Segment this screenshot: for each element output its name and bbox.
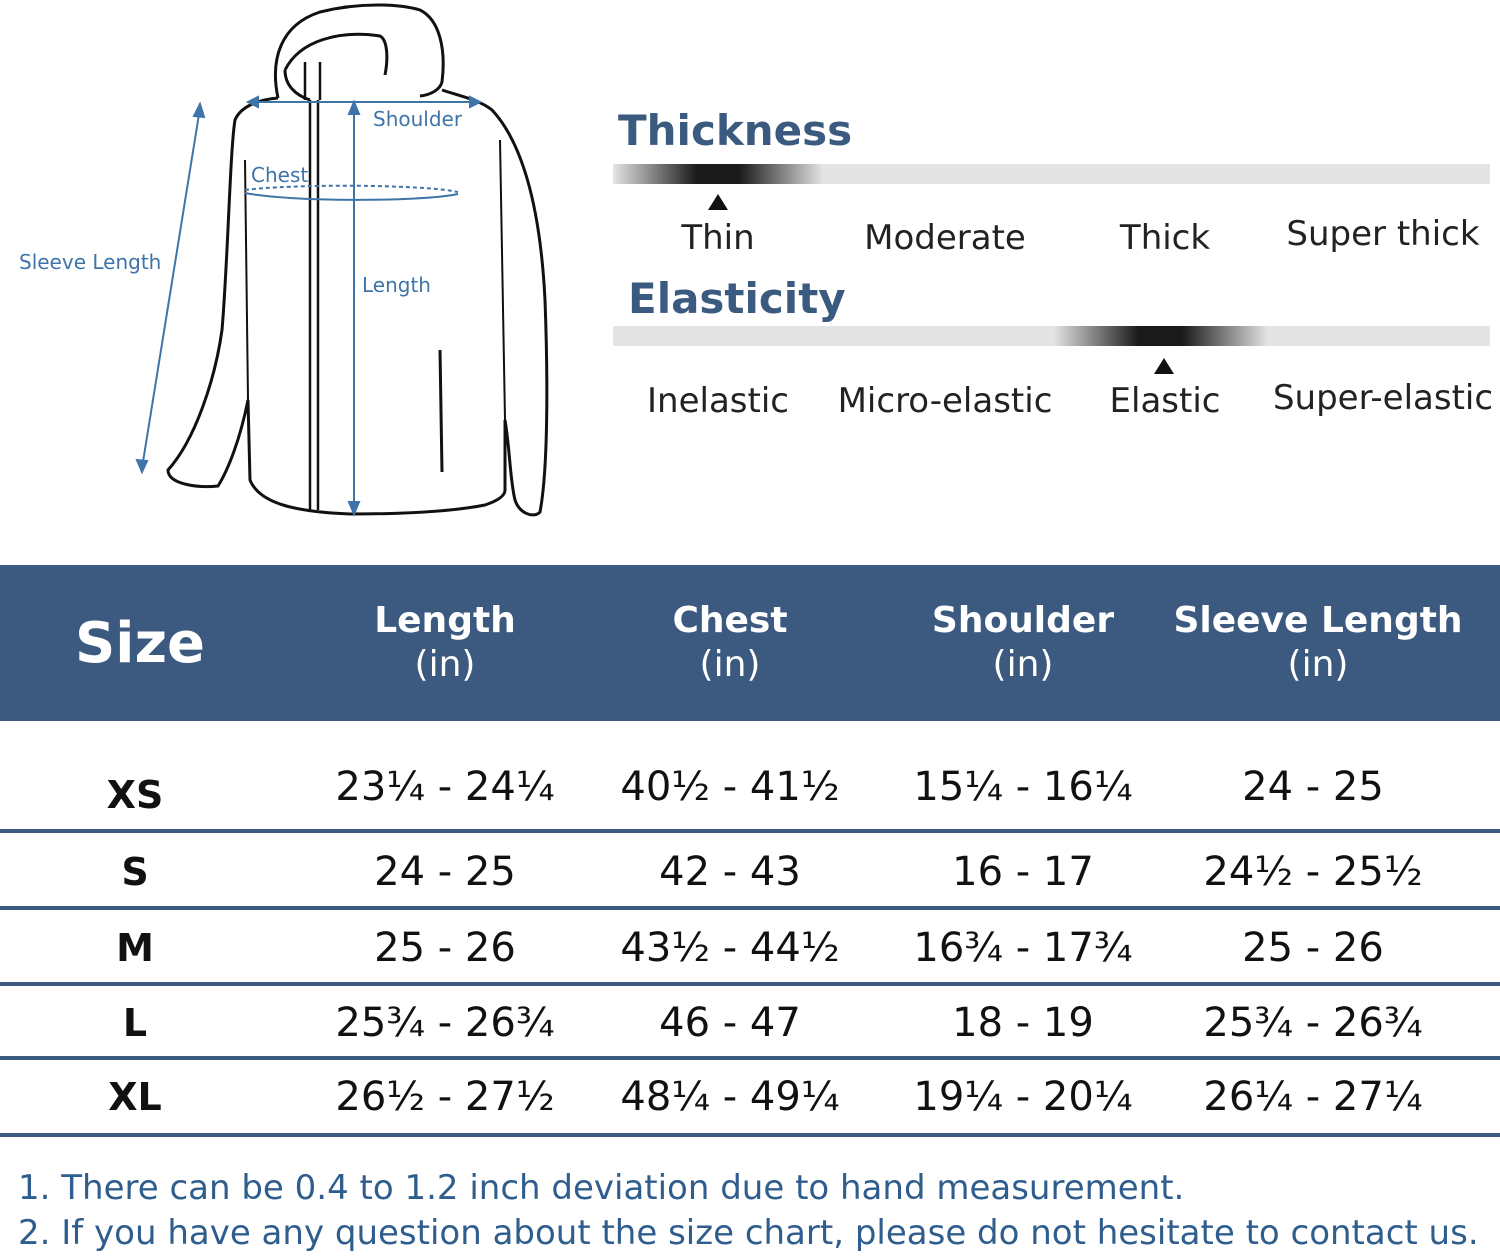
thickness-option-thick: Thick xyxy=(1119,218,1211,258)
cell-length: 23¼ - 24¼ xyxy=(335,764,555,810)
cell-length: 25¾ - 26¾ xyxy=(335,1000,555,1046)
table-row: L 25¾ - 26¾ 46 - 47 18 - 19 25¾ - 26¾ xyxy=(0,988,1500,1058)
header-shoulder: Shoulder (in) xyxy=(878,565,1168,721)
cell-chest: 43½ - 44½ xyxy=(620,925,840,971)
cell-chest: 40½ - 41½ xyxy=(620,764,840,810)
cell-sleeve: 25¾ - 26¾ xyxy=(1203,1000,1423,1046)
thickness-title: Thickness xyxy=(618,106,853,155)
jacket-measurement-diagram: Shoulder Chest Sleeve Length Length xyxy=(0,0,600,545)
cell-chest: 42 - 43 xyxy=(659,849,801,895)
cell-length: 25 - 26 xyxy=(374,925,516,971)
cell-chest: 48¼ - 49¼ xyxy=(620,1074,840,1120)
thickness-option-super-thick: Super thick xyxy=(1286,214,1480,254)
cell-shoulder: 16¾ - 17¾ xyxy=(913,925,1133,971)
elasticity-indicator xyxy=(1053,326,1268,346)
row-divider xyxy=(0,1056,1500,1060)
header-sleeve-length-unit: (in) xyxy=(1287,644,1349,685)
cell-chest: 46 - 47 xyxy=(659,1000,801,1046)
header-chest-unit: (in) xyxy=(699,644,761,685)
jacket-outline-illustration xyxy=(135,3,549,517)
header-size-label: Size xyxy=(74,610,206,676)
header-length: Length (in) xyxy=(300,565,590,721)
thickness-indicator xyxy=(613,164,823,184)
header-size: Size xyxy=(40,565,240,721)
note-2: 2. If you have any question about the si… xyxy=(18,1213,1479,1253)
table-row: XL 26½ - 27½ 48¼ - 49¼ 19¼ - 20¼ 26¼ - 2… xyxy=(0,1062,1500,1132)
cell-shoulder: 18 - 19 xyxy=(952,1000,1094,1046)
elasticity-pointer-icon xyxy=(1154,358,1174,374)
row-divider xyxy=(0,1133,1500,1137)
header-shoulder-unit: (in) xyxy=(992,644,1054,685)
cell-size: M xyxy=(116,926,154,970)
elasticity-option-elastic: Elastic xyxy=(1109,381,1221,421)
cell-sleeve: 26¼ - 27¼ xyxy=(1203,1074,1423,1120)
table-row: M 25 - 26 43½ - 44½ 16¾ - 17¾ 25 - 26 xyxy=(0,913,1500,983)
cell-size: L xyxy=(122,1001,148,1045)
elasticity-bar xyxy=(613,326,1490,346)
header-shoulder-label: Shoulder xyxy=(931,600,1115,641)
thickness-option-thin: Thin xyxy=(681,218,755,258)
header-chest: Chest (in) xyxy=(585,565,875,721)
cell-shoulder: 19¼ - 20¼ xyxy=(913,1074,1133,1120)
cell-sleeve: 25 - 26 xyxy=(1242,925,1384,971)
thickness-option-moderate: Moderate xyxy=(864,218,1026,258)
cell-size: XL xyxy=(108,1075,162,1119)
elasticity-option-super-elastic: Super-elastic xyxy=(1272,378,1494,418)
header-length-unit: (in) xyxy=(414,644,476,685)
header-sleeve-length-label: Sleeve Length xyxy=(1173,600,1463,641)
cell-sleeve: 24 - 25 xyxy=(1242,764,1384,810)
header-sleeve-length: Sleeve Length (in) xyxy=(1168,565,1468,721)
sleeve-length-label: Sleeve Length xyxy=(19,250,162,274)
row-divider xyxy=(0,829,1500,833)
shoulder-label: Shoulder xyxy=(373,107,463,131)
cell-sleeve: 24½ - 25½ xyxy=(1203,849,1423,895)
length-label: Length xyxy=(362,273,431,297)
elasticity-title: Elasticity xyxy=(628,274,846,323)
table-row: S 24 - 25 42 - 43 16 - 17 24½ - 25½ xyxy=(0,837,1500,907)
size-table-header: Size Length (in) Chest (in) Shoulder (in… xyxy=(0,565,1500,721)
header-chest-label: Chest xyxy=(672,600,788,641)
table-row: XS 23¼ - 24¼ 40½ - 41½ 15¼ - 16¼ 24 - 25 xyxy=(0,745,1500,829)
thickness-bar xyxy=(613,164,1490,184)
cell-length: 24 - 25 xyxy=(374,849,516,895)
cell-size: XS xyxy=(106,773,164,817)
cell-shoulder: 16 - 17 xyxy=(952,849,1094,895)
cell-length: 26½ - 27½ xyxy=(335,1074,555,1120)
header-length-label: Length xyxy=(374,600,516,641)
cell-shoulder: 15¼ - 16¼ xyxy=(913,764,1133,810)
note-1: 1. There can be 0.4 to 1.2 inch deviatio… xyxy=(18,1168,1185,1208)
row-divider xyxy=(0,982,1500,986)
elasticity-option-inelastic: Inelastic xyxy=(647,381,789,421)
cell-size: S xyxy=(121,850,149,894)
thickness-pointer-icon xyxy=(708,194,728,210)
elasticity-option-micro-elastic: Micro-elastic xyxy=(837,381,1053,421)
chest-label: Chest xyxy=(251,163,309,187)
row-divider xyxy=(0,906,1500,910)
